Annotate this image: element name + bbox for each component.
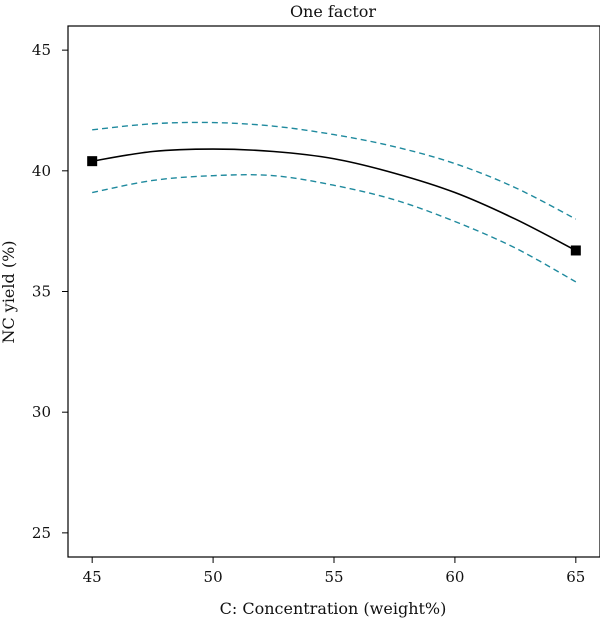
x-tick-label: 65 [566, 568, 585, 586]
confidence-band-line [92, 121, 577, 220]
y-tick-label: 25 [32, 524, 51, 542]
curves [92, 121, 577, 283]
design-points [87, 156, 581, 256]
x-tick-label: 45 [83, 568, 102, 586]
x-tick-label: 60 [445, 568, 464, 586]
chart-title: One factor [290, 2, 376, 21]
x-tick-label: 55 [324, 568, 343, 586]
x-tick-label: 50 [204, 568, 223, 586]
design-point-marker [87, 156, 98, 167]
y-axis-label: NC yield (%) [0, 240, 18, 343]
y-tick-label: 35 [32, 283, 51, 301]
y-axis-ticks: 25 30 35 40 45 [32, 41, 68, 542]
y-tick-label: 40 [32, 162, 51, 180]
confidence-band-line [92, 174, 577, 283]
plot-frame [67, 25, 600, 558]
y-tick-label: 45 [32, 41, 51, 59]
prediction-line [92, 148, 577, 252]
y-tick-label: 30 [32, 403, 51, 421]
x-axis-label: C: Concentration (weight%) [220, 599, 447, 618]
x-axis-ticks: 45 50 55 60 65 [83, 557, 585, 586]
design-point-marker [570, 245, 581, 256]
